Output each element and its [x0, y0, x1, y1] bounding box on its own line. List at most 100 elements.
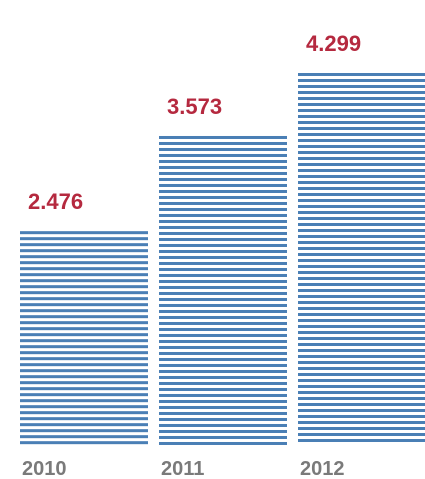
bar-stripe: [20, 387, 148, 391]
bar-stripe: [20, 393, 148, 397]
bar-stripe: [298, 307, 425, 310]
bar-stripe: [298, 151, 425, 154]
bar-stripe: [159, 147, 287, 151]
bar-stripe: [159, 417, 287, 421]
bar-stripe: [298, 283, 425, 286]
bar-stripe: [159, 165, 287, 169]
bar-stripe: [298, 331, 425, 334]
bar-stripe: [298, 85, 425, 88]
bar-stripe: [20, 243, 148, 247]
bar-stripe: [20, 375, 148, 379]
bar-stripe: [298, 199, 425, 202]
bar-stripe: [298, 145, 425, 148]
bar-stripe: [298, 253, 425, 256]
bar-stripe: [20, 249, 148, 253]
bar-2011: [159, 135, 287, 445]
bar-stripe: [159, 393, 287, 397]
bar-stripe: [298, 397, 425, 400]
bar-stripe: [20, 273, 148, 277]
bar-stripe: [298, 343, 425, 346]
bar-stripe: [20, 321, 148, 325]
bar-stripe: [20, 237, 148, 241]
bar-stripe: [159, 435, 287, 439]
bar-stripe: [159, 261, 287, 265]
bar-stripe: [298, 409, 425, 412]
bar-stripe: [159, 183, 287, 187]
bar-stripe: [159, 381, 287, 385]
bar-stripe: [159, 321, 287, 325]
bar-stripe: [298, 241, 425, 244]
bar-stripe: [298, 271, 425, 274]
bar-stripe: [298, 169, 425, 172]
bar-stripe: [298, 427, 425, 430]
bar-stripe: [298, 133, 425, 136]
bar-stripe: [159, 225, 287, 229]
bar-stripe: [159, 399, 287, 403]
bar-stripe: [298, 181, 425, 184]
bar-stripe: [20, 423, 148, 427]
bar-stripe: [298, 205, 425, 208]
bar-stripe: [159, 267, 287, 271]
bar-stripe: [159, 243, 287, 247]
bar-stripe: [298, 265, 425, 268]
bar-stripe: [20, 351, 148, 355]
bar-stripe: [20, 261, 148, 265]
bar-stripe: [159, 387, 287, 391]
bar-stripe: [298, 313, 425, 316]
bar-stripe: [298, 373, 425, 376]
bar-stripe: [298, 193, 425, 196]
bar-stripe: [298, 109, 425, 112]
bar-stripe: [159, 369, 287, 373]
bar-stripe: [159, 297, 287, 301]
bar-stripe: [20, 363, 148, 367]
bar-stripe: [159, 441, 287, 445]
bar-stripe: [298, 247, 425, 250]
bar-stripe: [298, 277, 425, 280]
bar-stripe: [159, 135, 287, 139]
bar-stripe: [298, 115, 425, 118]
bar-stripe: [20, 231, 148, 235]
bar-stripe: [159, 231, 287, 235]
bar-stripe: [298, 367, 425, 370]
bar-stripe: [159, 351, 287, 355]
bar-stripe: [20, 327, 148, 331]
bar-stripe: [159, 201, 287, 205]
bar-stripe: [298, 319, 425, 322]
bar-stripe: [298, 259, 425, 262]
bar-stripe: [20, 381, 148, 385]
bar-stripe: [20, 369, 148, 373]
bar-stripe: [159, 339, 287, 343]
value-label-2011: 3.573: [167, 94, 222, 119]
bar-stripe: [20, 399, 148, 403]
bar-stripe: [159, 327, 287, 331]
bar-stripe: [159, 411, 287, 415]
bar-stripe: [20, 435, 148, 439]
bar-stripe: [20, 297, 148, 301]
bar-stripe: [298, 217, 425, 220]
bar-stripe: [298, 415, 425, 418]
bar-stripe: [20, 279, 148, 283]
bar-stripe: [159, 429, 287, 433]
category-label-2011: 2011: [161, 458, 204, 479]
bar-stripe: [20, 411, 148, 415]
category-labels-group: 2010 2011 2012: [22, 458, 345, 479]
bar-stripe: [298, 73, 425, 76]
bar-stripe: [20, 357, 148, 361]
bar-stripe: [159, 189, 287, 193]
bar-stripe: [298, 163, 425, 166]
bar-stripe: [159, 357, 287, 361]
bar-stripe: [298, 187, 425, 190]
bar-stripe: [20, 405, 148, 409]
bar-stripe: [20, 315, 148, 319]
bar-stripe: [159, 303, 287, 307]
bar-stripe: [298, 235, 425, 238]
bar-stripe: [298, 295, 425, 298]
bar-stripe: [20, 429, 148, 433]
bar-stripe: [298, 223, 425, 226]
bar-stripe: [20, 309, 148, 313]
bar-stripe: [298, 355, 425, 358]
bar-stripe: [159, 279, 287, 283]
bar-stripe: [159, 291, 287, 295]
value-labels-group: 2.476 3.573 4.299: [28, 31, 361, 214]
